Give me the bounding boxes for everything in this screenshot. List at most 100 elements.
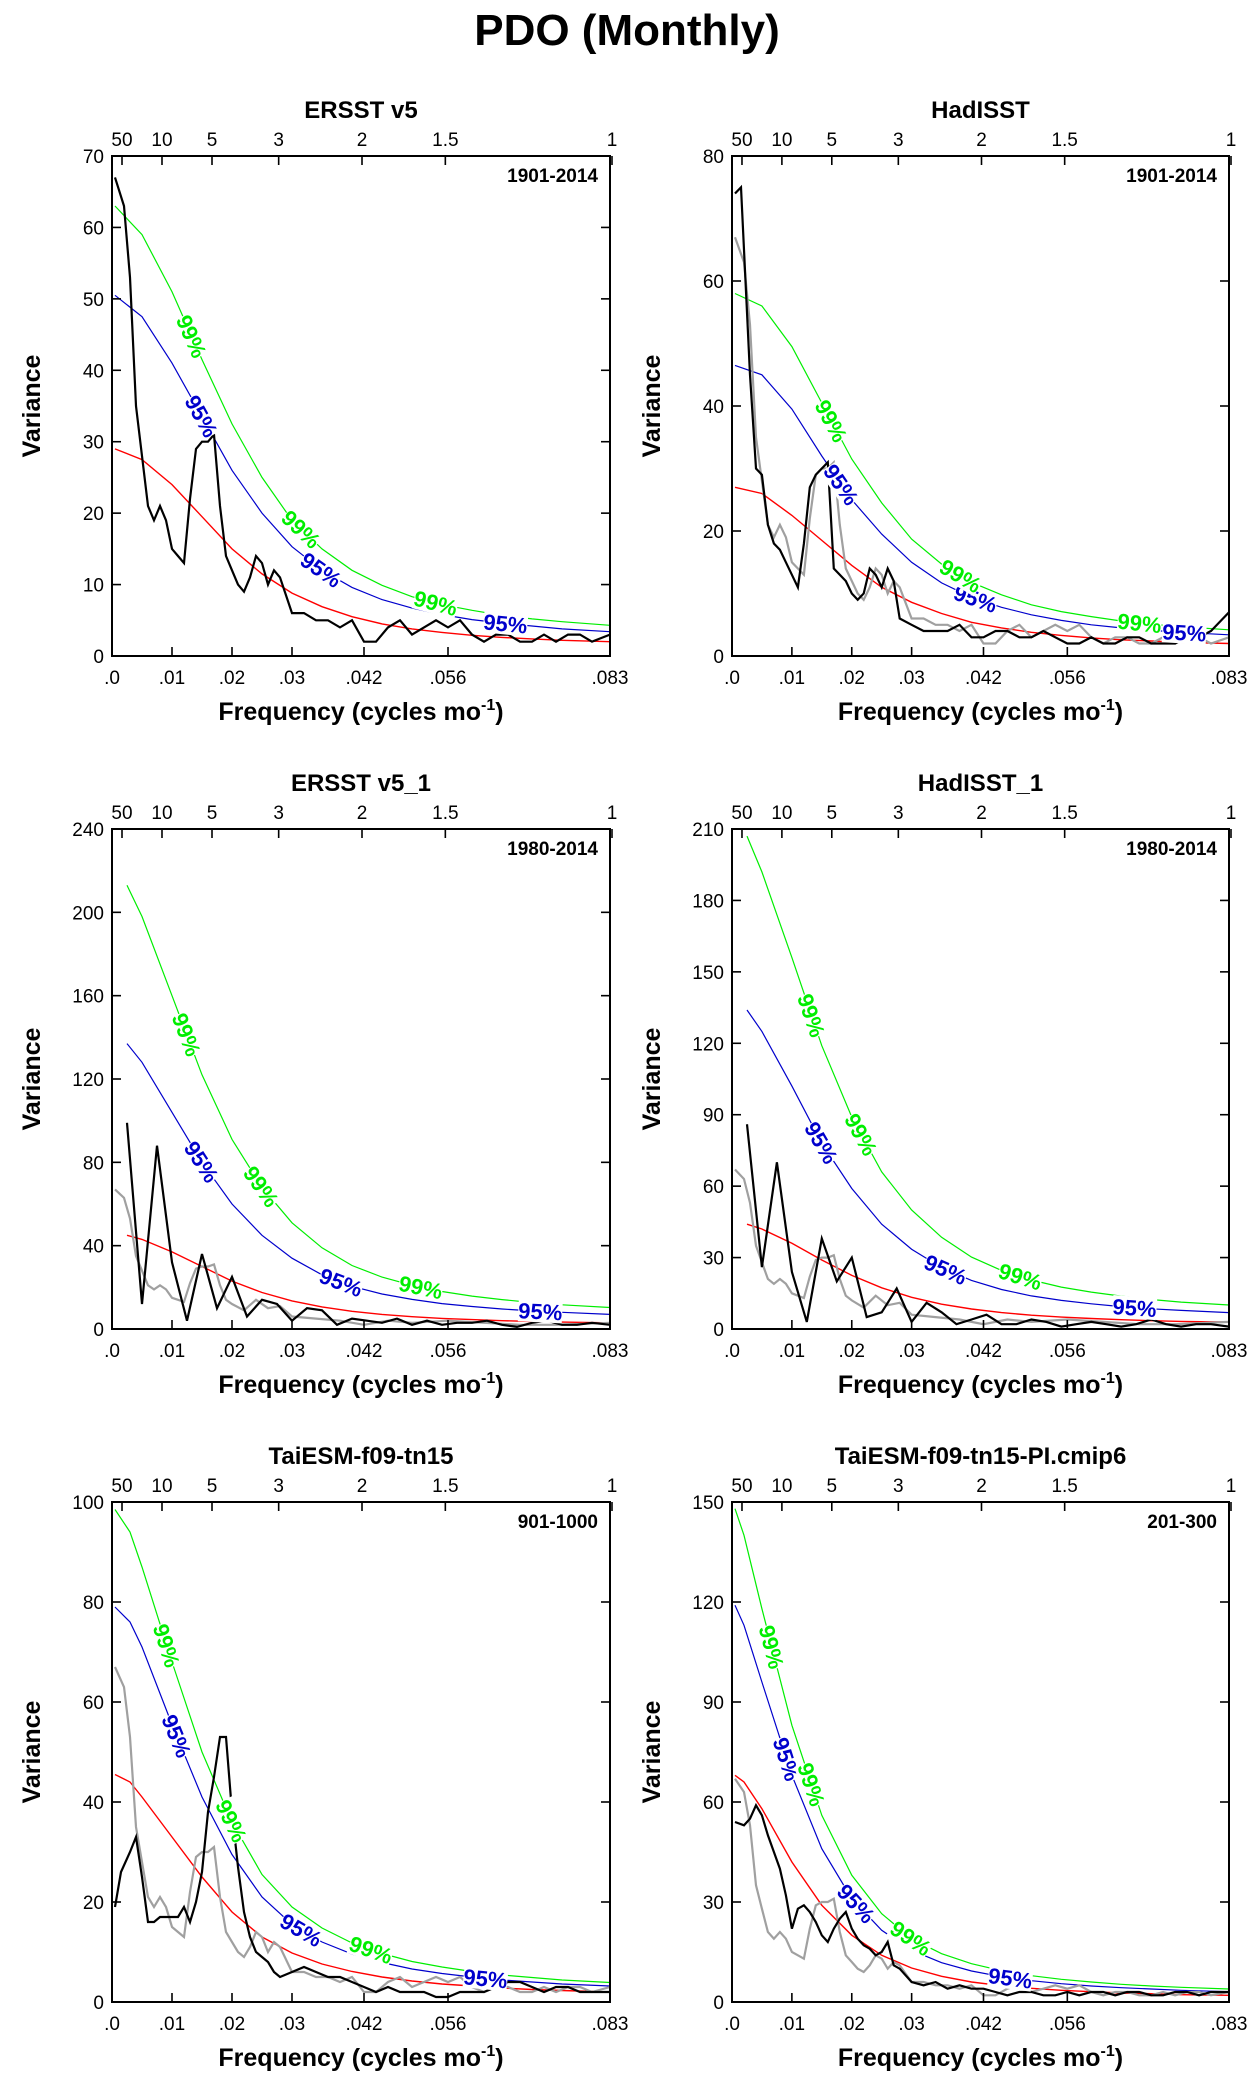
y-tick-label: 80: [83, 1593, 104, 1614]
y-tick-label: 0: [713, 647, 724, 668]
x-tick-label: .0: [724, 2014, 740, 2035]
y-tick-label: 0: [93, 647, 104, 668]
y-tick-label: 20: [83, 504, 104, 525]
ci99-label-bg: [149, 1621, 184, 1670]
ci99-label-bg: [239, 1162, 284, 1211]
period-label: 1901-2014: [1126, 166, 1217, 187]
chart-panel-1: 95%95%95%99%99%99%010203040506070.0.01.0…: [18, 97, 628, 726]
x-tick-label: .02: [219, 1341, 245, 1362]
x-tick-label: .0: [104, 2014, 120, 2035]
y-axis-label: Variance: [18, 354, 46, 457]
series-ci99: [734, 1508, 1229, 1990]
y-tick-label: 10: [83, 576, 104, 597]
x-tick-label: .056: [430, 2014, 467, 2035]
x-axis-label: Frequency (cycles mo-1): [838, 697, 1123, 726]
y-tick-label: 60: [703, 272, 724, 293]
series-reference: [734, 1168, 1229, 1326]
series-ci99: [746, 835, 1229, 1306]
top-tick-label: 1: [1226, 1476, 1237, 1497]
ci95-label: 95%: [1162, 619, 1207, 646]
ci99-label-bg: [755, 1622, 788, 1671]
period-label: 1901-2014: [507, 166, 598, 187]
x-tick-label: .042: [965, 2014, 1002, 2035]
x-tick-label: .056: [1049, 1341, 1086, 1362]
ci99-label: 99%: [346, 1931, 396, 1969]
plot-frame: [731, 1501, 1230, 2003]
top-tick-label: 1.5: [432, 1476, 458, 1497]
y-axis-label: Variance: [18, 1027, 46, 1130]
y-tick-label: 0: [93, 1320, 104, 1341]
series-spectrum: [125, 1122, 610, 1329]
x-tick-label: .042: [965, 1341, 1002, 1362]
y-tick-label: 180: [692, 891, 724, 912]
ci99-label-bg: [811, 396, 852, 446]
ci99-label: 99%: [167, 1010, 206, 1060]
plot-frame: [731, 828, 1230, 1330]
panel-title: ERSST v5_1: [291, 770, 431, 797]
ci99-label: 99%: [1116, 609, 1162, 638]
ci99-label-bg: [794, 1760, 829, 1809]
ci95-label-bg: [769, 1734, 804, 1784]
period-label: 1980-2014: [1126, 839, 1217, 860]
panel-title: TaiESM-f09-tn15: [269, 1443, 454, 1470]
series-spectrum: [734, 184, 1229, 645]
panel-title: ERSST v5: [304, 97, 417, 124]
ci95-label-bg: [316, 1263, 366, 1301]
series-red-noise: [114, 448, 610, 643]
plot-frame: [111, 1501, 611, 2003]
x-tick-label: .0: [104, 668, 120, 689]
y-tick-label: 20: [703, 522, 724, 543]
top-tick-label: 5: [827, 803, 838, 824]
y-tick-label: 40: [83, 361, 104, 382]
y-tick-label: 30: [703, 1249, 724, 1270]
top-tick-label: 5: [207, 803, 218, 824]
ci99-label-bg: [886, 1916, 936, 1960]
ci99-label: 99%: [210, 1796, 252, 1847]
top-tick-label: 5: [207, 1476, 218, 1497]
top-tick-label: 3: [273, 803, 284, 824]
top-tick-label: 50: [731, 130, 752, 151]
chart-panel-2: 95%95%95%99%99%99%020406080.0.01.02.03.0…: [638, 97, 1247, 726]
top-tick-label: 50: [731, 1476, 752, 1497]
top-tick-label: 2: [357, 803, 368, 824]
y-axis-label: Variance: [638, 354, 666, 457]
ci99-label-bg: [396, 1271, 445, 1303]
ci95-label-bg: [462, 1965, 509, 1992]
y-tick-label: 40: [83, 1237, 104, 1258]
y-tick-label: 60: [83, 1693, 104, 1714]
top-tick-label: 3: [893, 130, 904, 151]
y-axis-label: Variance: [638, 1700, 666, 1803]
top-tick-label: 50: [111, 803, 132, 824]
top-tick-label: 10: [771, 1476, 792, 1497]
ci99-label: 99%: [839, 1109, 882, 1160]
y-tick-label: 0: [93, 1993, 104, 2014]
chart-panel-6: 95%95%95%99%99%99%0306090120150.0.01.02.…: [638, 1443, 1247, 2072]
series-red-noise: [114, 1773, 610, 1993]
ci95-label: 95%: [296, 547, 346, 593]
x-tick-label: .042: [346, 2014, 383, 2035]
top-tick-label: 50: [111, 1476, 132, 1497]
ci95-label: 95%: [462, 1964, 508, 1993]
x-tick-label: .042: [965, 668, 1002, 689]
ci99-label: 99%: [792, 991, 830, 1041]
x-tick-label: .083: [592, 1341, 629, 1362]
x-tick-label: .083: [1211, 668, 1248, 689]
x-tick-label: .03: [279, 2014, 305, 2035]
series-spectrum: [745, 1124, 1229, 1328]
x-tick-label: .03: [898, 1341, 924, 1362]
y-tick-label: 90: [703, 1693, 724, 1714]
ci95-label-bg: [1111, 1295, 1158, 1321]
ci95-label: 95%: [987, 1963, 1034, 1994]
x-axis-label: Frequency (cycles mo-1): [218, 697, 503, 726]
y-tick-label: 20: [83, 1893, 104, 1914]
y-tick-label: 200: [72, 903, 104, 924]
y-tick-label: 40: [703, 397, 724, 418]
top-tick-label: 50: [731, 803, 752, 824]
x-tick-label: .03: [898, 668, 924, 689]
x-tick-label: .083: [592, 668, 629, 689]
series-red-noise: [126, 1234, 610, 1324]
y-tick-label: 160: [72, 987, 104, 1008]
top-tick-label: 2: [976, 1476, 987, 1497]
x-tick-label: .042: [346, 668, 383, 689]
